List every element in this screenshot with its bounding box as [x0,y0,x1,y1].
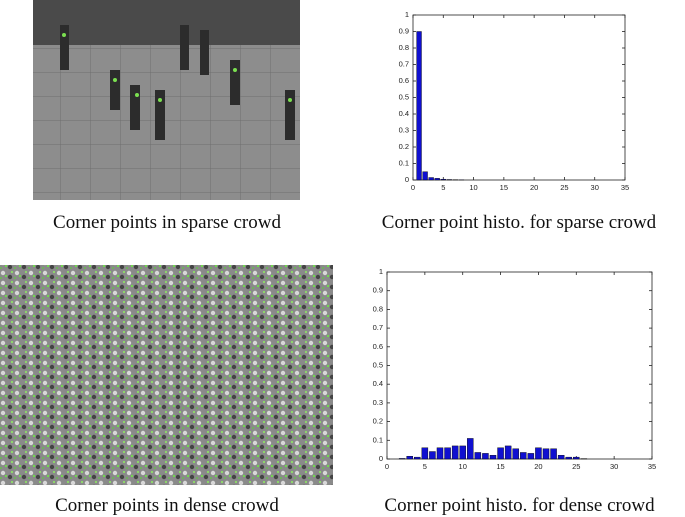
image-caption: Corner points in sparse crowd [53,212,281,233]
bar [414,456,421,460]
bar [520,452,527,460]
bar [451,445,459,460]
y-tick-label: 0.6 [399,76,409,85]
x-tick-label: 35 [648,462,656,471]
x-tick-label: 0 [385,462,389,471]
x-tick-label: 5 [423,462,427,471]
bar [421,447,429,460]
y-tick-label: 0.2 [373,417,383,426]
bar [557,455,565,460]
x-tick-label: 20 [530,183,538,192]
bar [459,445,466,460]
y-tick-label: 0.7 [399,59,409,68]
bar [416,31,422,181]
bar [482,453,489,460]
y-tick-label: 0.3 [373,398,383,407]
x-tick-label: 25 [572,462,580,471]
bar [467,438,474,460]
y-tick-label: 0.9 [373,286,383,295]
bar [527,453,535,460]
bar [444,447,451,460]
bar [565,456,572,460]
plot-frame [412,14,626,181]
y-tick-label: 0.6 [373,342,383,351]
x-tick-label: 30 [591,183,599,192]
dense-photo [0,265,333,485]
x-tick-label: 25 [560,183,568,192]
y-tick-label: 0 [379,454,383,463]
y-tick-label: 1 [405,10,409,19]
y-tick-label: 0.5 [373,360,383,369]
image-caption: Corner points in dense crowd [55,495,279,516]
bar [436,447,444,460]
bar [429,451,436,460]
bar [489,455,497,460]
bar [422,171,428,181]
x-tick-label: 15 [500,183,508,192]
bar [535,447,542,460]
y-tick-label: 0.8 [399,43,409,52]
bar [497,447,504,460]
bar [573,456,580,460]
chart-caption: Corner point histo. for sparse crowd [382,212,657,233]
x-tick-label: 20 [534,462,542,471]
bar [504,445,512,460]
bar [542,448,550,460]
bar [398,458,406,460]
y-tick-label: 0.4 [399,109,409,118]
sparse-photo [33,0,300,200]
y-tick-label: 0.2 [399,142,409,151]
y-tick-label: 0.8 [373,304,383,313]
y-tick-label: 0.7 [373,323,383,332]
x-tick-label: 5 [441,183,445,192]
y-tick-label: 0.5 [399,92,409,101]
bar [550,448,557,460]
x-tick-label: 30 [610,462,618,471]
plot-frame [386,271,653,460]
bar [440,178,446,181]
bar [434,178,440,181]
y-tick-label: 1 [379,267,383,276]
chart-caption: Corner point histo. for dense crowd [384,495,655,516]
x-tick-label: 10 [469,183,477,192]
y-tick-label: 0.1 [373,435,383,444]
y-tick-label: 0.9 [399,26,409,35]
y-tick-label: 0.1 [399,158,409,167]
y-tick-label: 0 [405,175,409,184]
bar [474,452,482,460]
bar [428,177,434,181]
y-tick-label: 0.3 [399,125,409,134]
x-tick-label: 10 [459,462,467,471]
x-tick-label: 35 [621,183,629,192]
y-tick-label: 0.4 [373,379,383,388]
x-tick-label: 0 [411,183,415,192]
bar [512,448,519,460]
bar [406,455,413,460]
x-tick-label: 15 [496,462,504,471]
